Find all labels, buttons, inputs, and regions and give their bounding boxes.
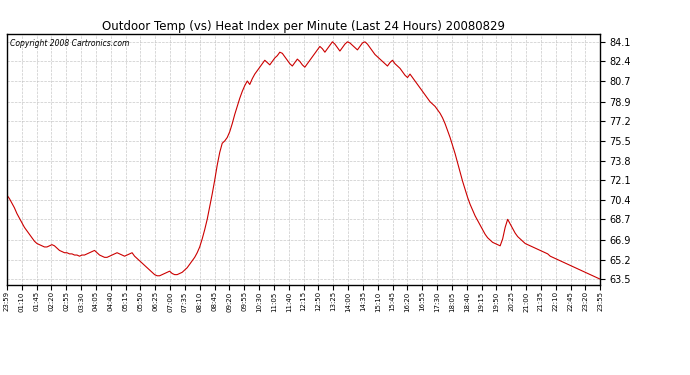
Text: Copyright 2008 Cartronics.com: Copyright 2008 Cartronics.com: [10, 39, 129, 48]
Title: Outdoor Temp (vs) Heat Index per Minute (Last 24 Hours) 20080829: Outdoor Temp (vs) Heat Index per Minute …: [102, 20, 505, 33]
